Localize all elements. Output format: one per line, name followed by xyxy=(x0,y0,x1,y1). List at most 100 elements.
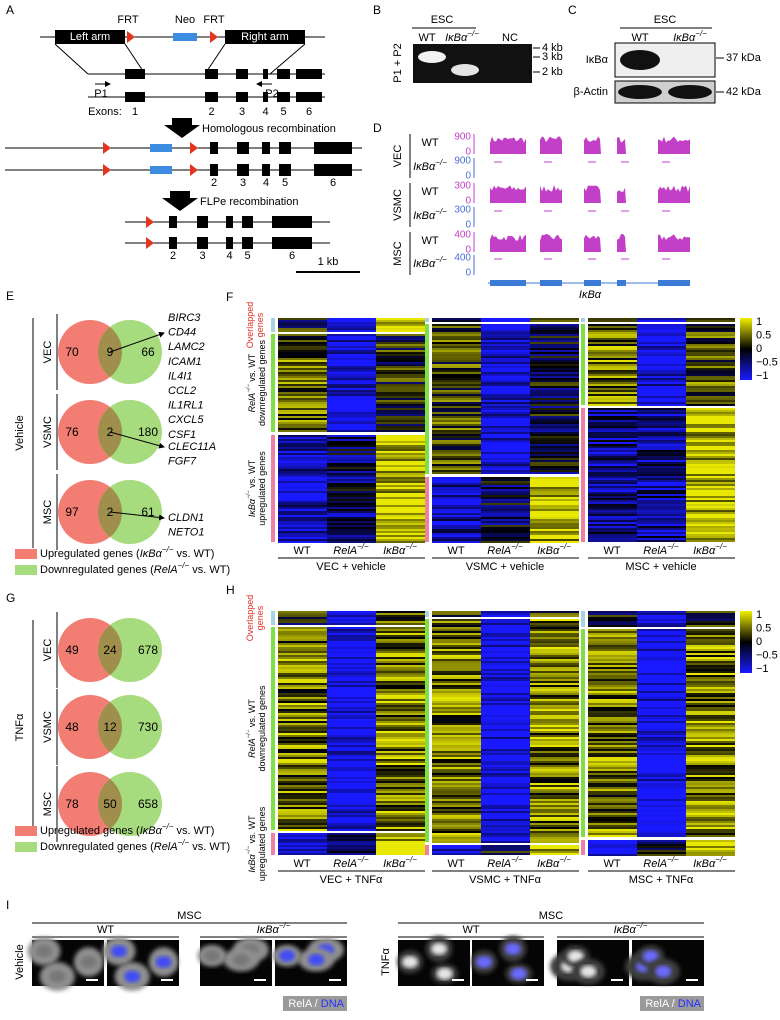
heatmap-cell xyxy=(530,460,579,462)
text-part: vs. WT xyxy=(247,699,257,730)
heatmap-cell xyxy=(481,386,530,388)
heatmap-cell xyxy=(637,747,686,749)
heatmap-cell xyxy=(327,797,376,799)
row-group-label: IκBα−/− vs. WT xyxy=(246,815,257,873)
heatmap-cell xyxy=(376,406,425,408)
heatmap-cell xyxy=(432,673,481,675)
heatmap-cell xyxy=(278,382,327,384)
heatmap-cell xyxy=(432,434,481,436)
heatmap-cell xyxy=(376,449,425,451)
text-part: WT xyxy=(631,32,648,44)
heatmap-cell xyxy=(588,456,637,458)
heatmap-cell xyxy=(327,635,376,637)
track-genotype: WT xyxy=(421,186,438,198)
heatmap-cell xyxy=(432,505,481,507)
heatmap-cell xyxy=(637,442,686,444)
heatmap-cell xyxy=(432,354,481,356)
heatmap-cell xyxy=(432,360,481,362)
heatmap-cell xyxy=(432,318,481,320)
heatmap-cell xyxy=(481,541,530,543)
heatmap-cell xyxy=(530,388,579,390)
heatmap-cell xyxy=(637,705,686,707)
heatmap-cell xyxy=(530,667,579,669)
row-group-bar xyxy=(425,845,429,855)
heatmap-cell xyxy=(327,699,376,701)
heatmap-cell xyxy=(432,521,481,523)
heatmap-cell xyxy=(637,336,686,338)
heatmap-cell xyxy=(588,496,637,498)
heatmap-cell xyxy=(327,396,376,398)
homology-line xyxy=(54,43,89,75)
channel-dna: DNA xyxy=(678,998,702,1010)
heatmap-cell xyxy=(530,378,579,380)
heatmap-cell xyxy=(327,535,376,537)
heatmap-cell xyxy=(432,408,481,410)
row-group-bar xyxy=(581,611,585,627)
coverage xyxy=(584,136,601,154)
heatmap-cell xyxy=(588,368,637,370)
heatmap-cell xyxy=(327,439,376,441)
heatmap-cell xyxy=(327,418,376,420)
heatmap-cell xyxy=(278,663,327,665)
heatmap-cell xyxy=(481,815,530,817)
heatmap-cell xyxy=(376,853,425,855)
heatmap-cell xyxy=(327,717,376,719)
text-part: vs. WT) xyxy=(173,825,214,837)
heatmap-cell xyxy=(637,496,686,498)
heatmap-cell xyxy=(530,807,579,809)
label: 49 xyxy=(65,643,79,657)
heatmap-cell xyxy=(637,669,686,671)
heatmap-cell xyxy=(432,771,481,773)
heatmap-cell xyxy=(278,390,327,392)
heatmap-cell xyxy=(376,815,425,817)
text-part: IκBα xyxy=(693,545,716,557)
heatmap-cell xyxy=(327,849,376,851)
neo-cassette xyxy=(173,33,197,41)
heatmap-cell xyxy=(481,454,530,456)
heatmap-cell xyxy=(481,414,530,416)
gel xyxy=(413,44,532,83)
heatmap-cell xyxy=(432,739,481,741)
heatmap-cell xyxy=(327,669,376,671)
heatmap-cell xyxy=(376,767,425,769)
exon xyxy=(242,216,253,228)
heatmap-cell xyxy=(432,761,481,763)
heatmap-cell xyxy=(686,813,735,815)
heatmap-cell xyxy=(530,793,579,795)
heatmap-cell xyxy=(530,691,579,693)
heatmap-cell xyxy=(327,400,376,402)
heatmap-cell xyxy=(530,428,579,430)
heatmap-cell xyxy=(327,737,376,739)
label: 76 xyxy=(65,425,79,439)
heatmap-cell xyxy=(278,441,327,443)
heatmap-cell xyxy=(686,432,735,434)
heatmap-cell xyxy=(481,501,530,503)
heatmap-cell xyxy=(588,422,637,424)
heatmap-cell xyxy=(432,765,481,767)
heatmap-cell xyxy=(278,521,327,523)
heatmap-title: VEC + TNFα xyxy=(320,874,383,886)
heatmap-cell xyxy=(530,390,579,392)
heatmap-cell xyxy=(588,647,637,649)
heatmap-cell xyxy=(637,821,686,823)
heatmap-cell xyxy=(432,356,481,358)
heatmap-cell xyxy=(588,432,637,434)
heatmap-cell xyxy=(637,735,686,737)
heatmap-cell xyxy=(588,430,637,432)
heatmap-cell xyxy=(588,398,637,400)
heatmap-cell xyxy=(327,414,376,416)
text-part: RelA xyxy=(643,545,667,557)
heatmap-cell xyxy=(481,817,530,819)
heatmap-cell xyxy=(278,471,327,473)
heatmap-cell xyxy=(432,751,481,753)
heatmap-cell xyxy=(588,727,637,729)
heatmap-cell xyxy=(376,467,425,469)
heatmap-cell xyxy=(686,460,735,462)
heatmap-cell xyxy=(432,436,481,438)
exon xyxy=(125,92,145,102)
heatmap-cell xyxy=(686,677,735,679)
heatmap-cell xyxy=(432,769,481,771)
heatmap-cell xyxy=(432,511,481,513)
heatmap-cell xyxy=(637,390,686,392)
venn-overlap xyxy=(98,480,122,544)
